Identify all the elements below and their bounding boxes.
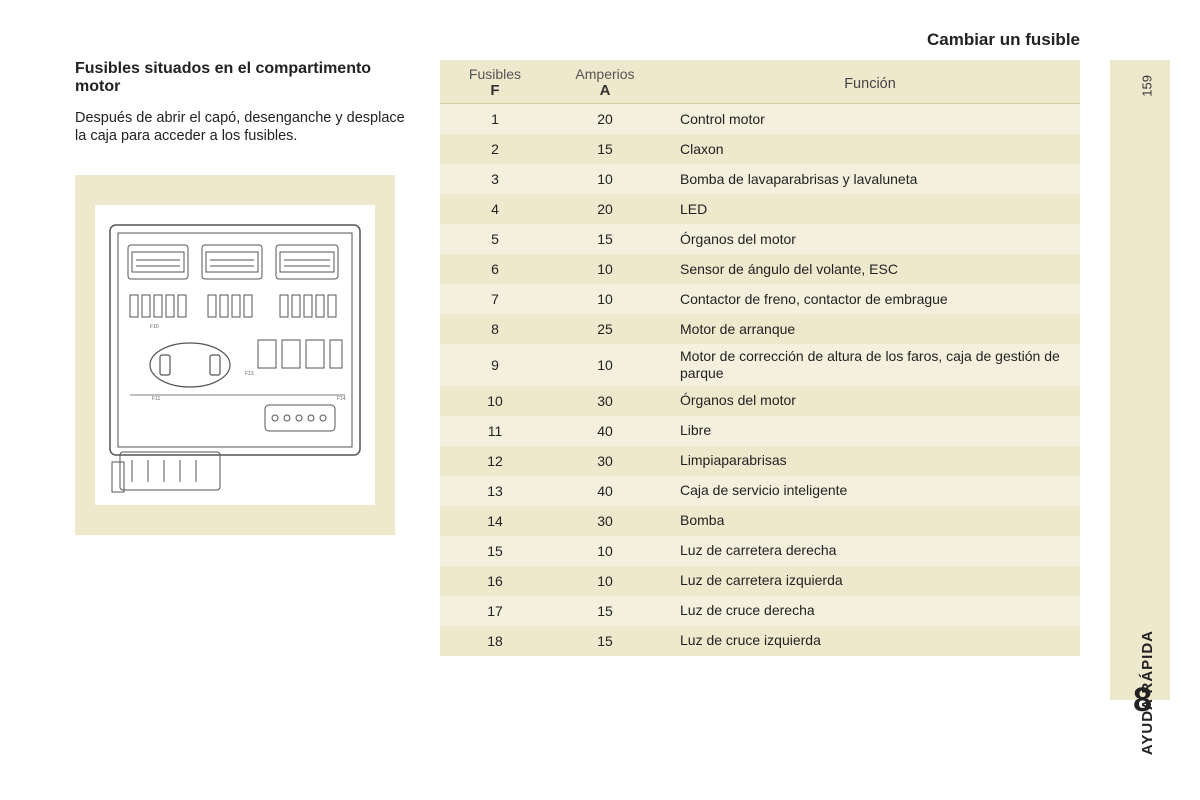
chapter-number: 8 [1133,681,1152,720]
header-amps-symbol: A [550,82,660,99]
cell-function: Caja de servicio inteligente [660,482,1080,499]
table-row: 310Bomba de lavaparabrisas y lavaluneta [440,164,1080,194]
cell-fuse: 3 [440,171,550,187]
left-column: Fusibles situados en el compartimento mo… [75,60,405,535]
header-fuses-symbol: F [440,82,550,99]
table-row: 120Control motor [440,104,1080,134]
cell-fuse: 9 [440,357,550,373]
cell-function: Bomba de lavaparabrisas y lavaluneta [660,171,1080,188]
header-fuses: Fusibles F [440,66,550,99]
section-heading: Fusibles situados en el compartimento mo… [75,60,405,97]
cell-amps: 30 [550,393,660,409]
cell-function: Motor de arranque [660,321,1080,338]
cell-amps: 15 [550,141,660,157]
cell-fuse: 13 [440,483,550,499]
header-function: Función [660,66,1080,99]
cell-function: Motor de corrección de altura de los far… [660,348,1080,382]
header-fuses-label: Fusibles [440,66,550,82]
cell-fuse: 14 [440,513,550,529]
cell-amps: 10 [550,291,660,307]
table-row: 610Sensor de ángulo del volante, ESC [440,254,1080,284]
cell-fuse: 17 [440,603,550,619]
cell-amps: 30 [550,513,660,529]
table-row: 1230Limpiaparabrisas [440,446,1080,476]
cell-fuse: 7 [440,291,550,307]
table-row: 825Motor de arranque [440,314,1080,344]
svg-text:F11: F11 [152,396,160,402]
cell-fuse: 11 [440,423,550,439]
svg-text:F10: F10 [150,324,159,330]
cell-fuse: 6 [440,261,550,277]
cell-fuse: 2 [440,141,550,157]
cell-function: LED [660,201,1080,218]
cell-function: Luz de carretera izquierda [660,572,1080,589]
cell-function: Órganos del motor [660,231,1080,248]
table-row: 1715Luz de cruce derecha [440,596,1080,626]
table-row: 215Claxon [440,134,1080,164]
table-row: 1140Libre [440,416,1080,446]
cell-fuse: 4 [440,201,550,217]
cell-function: Órganos del motor [660,392,1080,409]
cell-amps: 10 [550,573,660,589]
table-row: 1030Órganos del motor [440,386,1080,416]
cell-amps: 10 [550,543,660,559]
table-row: 1510Luz de carretera derecha [440,536,1080,566]
table-row: 1430Bomba [440,506,1080,536]
section-body: Después de abrir el capó, desenganche y … [75,109,405,145]
cell-amps: 15 [550,603,660,619]
table-row: 1815Luz de cruce izquierda [440,626,1080,656]
cell-fuse: 10 [440,393,550,409]
table-row: 710Contactor de freno, contactor de embr… [440,284,1080,314]
table-body: 120Control motor215Claxon310Bomba de lav… [440,104,1080,656]
cell-function: Luz de cruce izquierda [660,632,1080,649]
cell-fuse: 8 [440,321,550,337]
cell-amps: 40 [550,423,660,439]
cell-amps: 15 [550,633,660,649]
cell-function: Limpiaparabrisas [660,452,1080,469]
cell-function: Control motor [660,111,1080,128]
header-amps-label: Amperios [550,66,660,82]
cell-fuse: 12 [440,453,550,469]
cell-amps: 10 [550,171,660,187]
table-row: 910Motor de corrección de altura de los … [440,344,1080,386]
cell-fuse: 1 [440,111,550,127]
cell-amps: 10 [550,261,660,277]
cell-function: Libre [660,422,1080,439]
cell-fuse: 16 [440,573,550,589]
svg-text:F13: F13 [245,371,254,377]
cell-fuse: 18 [440,633,550,649]
cell-function: Luz de carretera derecha [660,542,1080,559]
fuse-table: Fusibles F Amperios A Función 120Control… [440,60,1080,656]
cell-function: Claxon [660,141,1080,158]
table-row: 1610Luz de carretera izquierda [440,566,1080,596]
page-number: 159 [1140,75,1155,97]
side-tab [1110,60,1170,700]
table-row: 1340Caja de servicio inteligente [440,476,1080,506]
page-title: Cambiar un fusible [927,30,1080,50]
cell-amps: 15 [550,231,660,247]
cell-function: Bomba [660,512,1080,529]
cell-amps: 30 [550,453,660,469]
table-header: Fusibles F Amperios A Función [440,60,1080,104]
table-row: 515Órganos del motor [440,224,1080,254]
cell-function: Contactor de freno, contactor de embragu… [660,291,1080,308]
cell-amps: 20 [550,201,660,217]
cell-amps: 20 [550,111,660,127]
fusebox-diagram: F10 F13 F14 F11 [75,175,395,535]
svg-text:F14: F14 [337,396,346,402]
cell-amps: 10 [550,357,660,373]
cell-amps: 40 [550,483,660,499]
fusebox-svg: F10 F13 F14 F11 [90,200,380,510]
header-amps: Amperios A [550,66,660,99]
table-row: 420LED [440,194,1080,224]
cell-amps: 25 [550,321,660,337]
cell-fuse: 5 [440,231,550,247]
cell-fuse: 15 [440,543,550,559]
cell-function: Sensor de ángulo del volante, ESC [660,261,1080,278]
cell-function: Luz de cruce derecha [660,602,1080,619]
